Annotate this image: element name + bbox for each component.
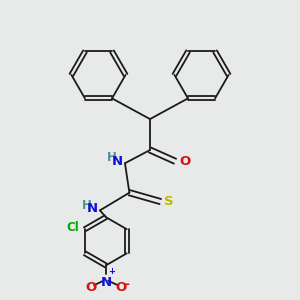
Text: N: N <box>86 202 98 215</box>
Text: O: O <box>116 281 127 294</box>
Text: H: H <box>82 199 92 212</box>
Text: -: - <box>124 278 130 291</box>
Text: O: O <box>179 155 190 168</box>
Text: H: H <box>107 152 117 164</box>
Text: +: + <box>108 267 115 276</box>
Text: S: S <box>164 195 174 208</box>
Text: O: O <box>85 281 96 294</box>
Text: Cl: Cl <box>66 221 79 234</box>
Text: N: N <box>112 155 123 168</box>
Text: N: N <box>100 276 111 289</box>
